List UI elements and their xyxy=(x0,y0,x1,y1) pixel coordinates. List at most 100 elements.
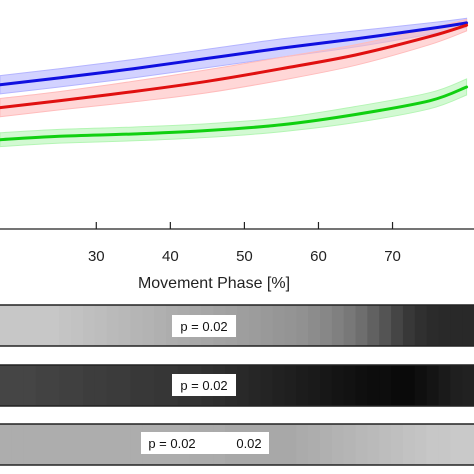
strip-1-cell xyxy=(94,305,108,346)
strip-1-cell xyxy=(272,305,285,346)
strip-2-cell xyxy=(343,365,357,406)
strip-1-cell xyxy=(11,305,25,346)
strip-3-cell xyxy=(35,424,48,465)
strip-3-p-value-2: 0.02 xyxy=(236,436,261,451)
strip-3-cell xyxy=(391,424,404,465)
strip-1-cell xyxy=(237,305,250,346)
strip-3-cell xyxy=(94,424,108,465)
strip-1-cell xyxy=(130,305,143,346)
strip-2-label-box xyxy=(172,374,236,396)
strip-2-cell xyxy=(379,365,392,406)
strip-1-cell xyxy=(391,305,404,346)
line-plot: 30 40 50 60 70 Movement Phase [%] xyxy=(0,17,474,292)
strip-3-label-box xyxy=(141,432,269,454)
strip-3-cell xyxy=(82,424,96,465)
strip-3-cell xyxy=(367,424,380,465)
strip-1-cell xyxy=(260,305,274,346)
strip-3-cell xyxy=(284,424,297,465)
strip-1-cell xyxy=(308,305,321,346)
x-tick-label-50: 50 xyxy=(236,248,253,265)
strip-1-cell xyxy=(319,305,333,346)
strip-1-cell xyxy=(355,305,368,346)
strip-3-cell xyxy=(59,424,72,465)
strip-3-cell xyxy=(11,424,25,465)
strip-1-label-box xyxy=(172,315,236,337)
strip-2-cell xyxy=(319,365,333,406)
strip-1-cell xyxy=(426,305,440,346)
strip-3-cell xyxy=(130,424,143,465)
strip-1-cell xyxy=(142,305,155,346)
strip-3-p-value: p = 0.02 xyxy=(148,436,195,451)
strip-3-cell xyxy=(272,424,285,465)
strip-1-cell xyxy=(296,305,309,346)
strip-2-cell xyxy=(82,365,96,406)
strip-3-cell xyxy=(426,424,440,465)
strip-3-cell xyxy=(296,424,309,465)
strip-3-cell xyxy=(319,424,333,465)
strip-1-cell xyxy=(71,305,84,346)
strip-3-cell xyxy=(450,424,463,465)
strip-3-cell xyxy=(331,424,345,465)
strip-2-cell xyxy=(272,365,285,406)
strip-2-cell xyxy=(118,365,131,406)
strip-3-cell xyxy=(355,424,368,465)
strip-2-cell xyxy=(331,365,345,406)
x-tick-label-30: 30 xyxy=(88,248,105,265)
strip-1-cell xyxy=(248,305,262,346)
strip-2-cell xyxy=(142,365,155,406)
strip-2-cell xyxy=(23,365,37,406)
strip-2-cell xyxy=(0,365,13,406)
strip-3-cell xyxy=(47,424,60,465)
series-lines xyxy=(0,21,469,142)
strip-2-border xyxy=(0,364,474,407)
strip-2-cell xyxy=(462,365,474,406)
x-axis-title: Movement Phase [%] xyxy=(138,275,290,292)
strip-3-cell xyxy=(308,424,321,465)
strip-2-cell xyxy=(450,365,463,406)
strip-2-cell xyxy=(106,365,120,406)
strip-3-cell xyxy=(343,424,357,465)
significance-strip-1: p = 0.02 xyxy=(0,304,474,347)
strip-2-cell xyxy=(59,365,72,406)
x-tick-label-70: 70 xyxy=(384,248,401,265)
strip-1-cell xyxy=(23,305,37,346)
strip-2-cell xyxy=(308,365,321,406)
strip-1-cell xyxy=(106,305,120,346)
strip-2-cell xyxy=(391,365,404,406)
strip-1-cell xyxy=(414,305,428,346)
strip-2-cell xyxy=(426,365,440,406)
strip-1-cell xyxy=(35,305,48,346)
strip-3-cell xyxy=(414,424,428,465)
significance-strip-3: p = 0.02 0.02 xyxy=(0,423,474,466)
strip-3-cell xyxy=(0,424,13,465)
series-1-line xyxy=(0,21,469,87)
strip-2-cell xyxy=(402,365,416,406)
series-2-line xyxy=(0,23,469,110)
strip-3-cell xyxy=(106,424,120,465)
strip-3-cell xyxy=(118,424,131,465)
strip-3-border xyxy=(0,423,474,466)
x-tick-label-40: 40 xyxy=(162,248,179,265)
strip-3-cell xyxy=(462,424,474,465)
strip-1-cell xyxy=(82,305,96,346)
strip-1-border xyxy=(0,304,474,347)
strip-1-cell xyxy=(331,305,345,346)
strip-3-cell xyxy=(71,424,84,465)
series-3-line xyxy=(0,85,469,142)
strip-1-cell xyxy=(284,305,297,346)
strip-3-cell xyxy=(438,424,451,465)
strip-1-cell xyxy=(154,305,167,346)
strip-2-cell xyxy=(296,365,309,406)
series-3-band xyxy=(0,78,468,148)
strip-2-cell xyxy=(130,365,143,406)
strip-3-cell xyxy=(23,424,37,465)
strip-2-cell xyxy=(11,365,25,406)
strip-2-gradient xyxy=(0,365,474,406)
strip-1-cell xyxy=(379,305,392,346)
strip-2-cell xyxy=(35,365,48,406)
significance-strip-2: p = 0.02 xyxy=(0,364,474,407)
strip-2-p-value: p = 0.02 xyxy=(180,378,227,393)
strip-1-gradient xyxy=(0,305,474,346)
strip-1-cell xyxy=(59,305,72,346)
